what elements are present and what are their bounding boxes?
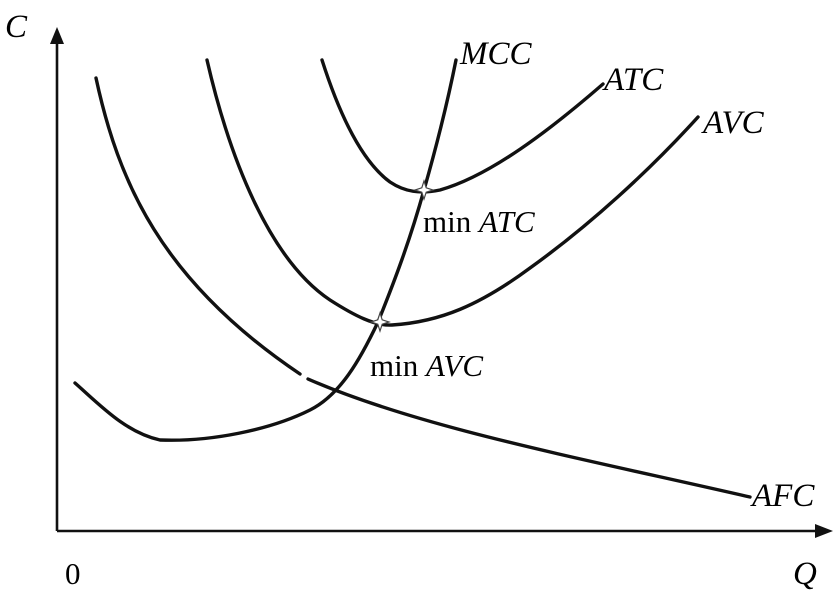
min-atc-name: ATC [477,204,535,239]
origin-label: 0 [65,556,81,591]
min-avc-marker [369,311,391,333]
atc-curve [320,58,605,194]
afc-curve [94,76,752,499]
min-atc-marker [413,179,435,201]
avc-curve [205,58,700,327]
min-avc-prefix: min [370,348,426,383]
mcc-curve [73,58,458,442]
x-axis-label: Q [793,556,817,592]
avc-label: AVC [701,105,765,141]
y-axis-arrow [50,27,64,44]
min-atc-annotation: min ATC [423,204,535,239]
afc-label: AFC [750,478,815,514]
min-avc-annotation: min AVC [370,348,483,383]
y-axis-label: C [5,9,28,45]
min-atc-prefix: min [423,204,479,239]
axes [50,27,833,538]
mcc-label: MCC [459,36,533,72]
min-avc-name: AVC [424,348,483,383]
x-axis-arrow [815,524,833,538]
atc-label: ATC [602,62,664,98]
